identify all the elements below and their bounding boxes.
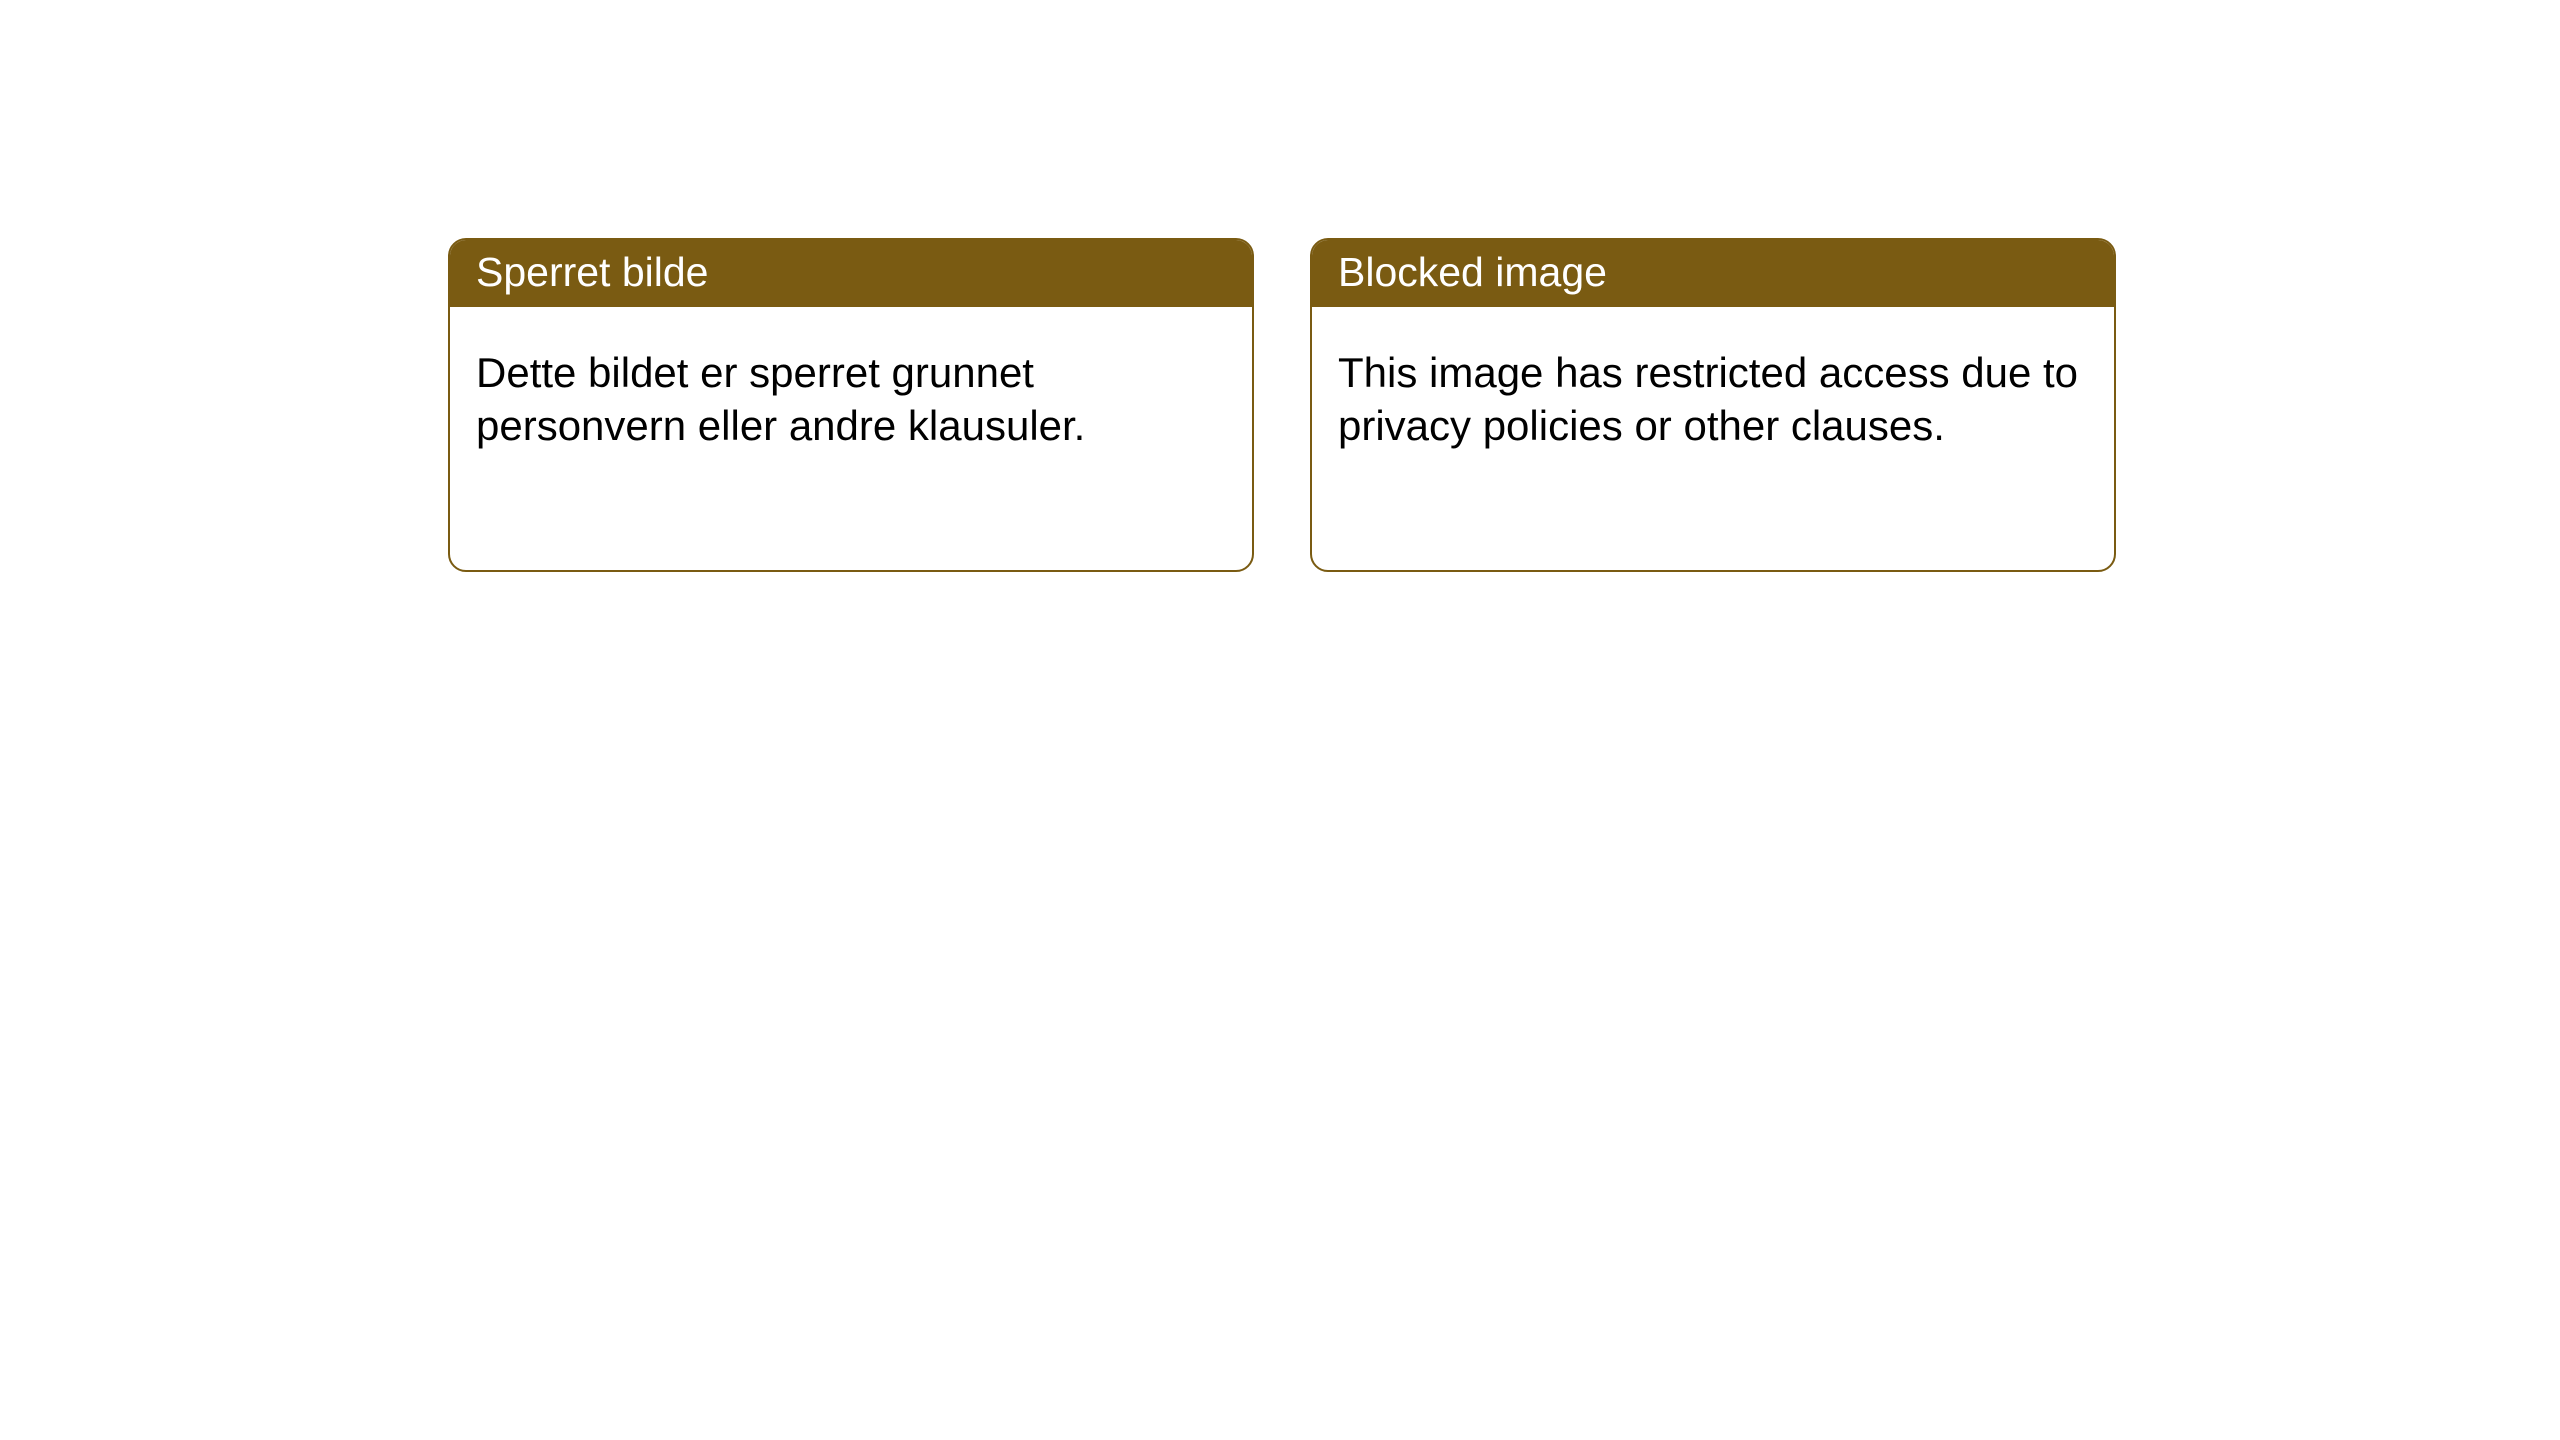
notice-title-no: Sperret bilde [450,240,1252,307]
notice-card-en: Blocked image This image has restricted … [1310,238,2116,572]
notice-title-en: Blocked image [1312,240,2114,307]
notice-card-no: Sperret bilde Dette bildet er sperret gr… [448,238,1254,572]
notice-container: Sperret bilde Dette bildet er sperret gr… [0,0,2560,572]
notice-body-no: Dette bildet er sperret grunnet personve… [450,307,1252,478]
notice-body-en: This image has restricted access due to … [1312,307,2114,478]
